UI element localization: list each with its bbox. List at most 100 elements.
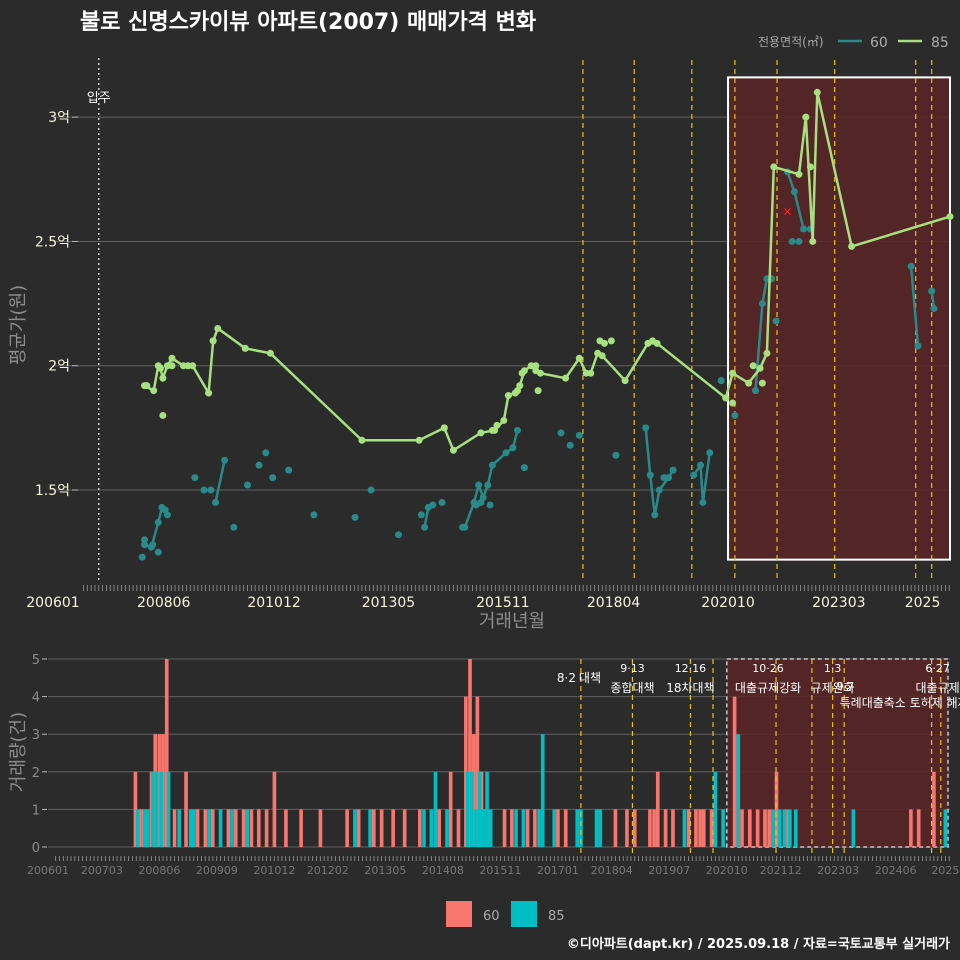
series-85-point	[946, 213, 954, 221]
vol-60-bar	[264, 809, 269, 847]
vol-60-bar	[533, 809, 537, 847]
series-60-point	[509, 444, 517, 452]
series-60-point	[651, 511, 659, 519]
series-85-point	[763, 349, 771, 357]
vol-85-bar	[135, 809, 140, 847]
vol-85-bar	[159, 771, 164, 847]
series-60-point	[351, 513, 359, 521]
series-85-point	[745, 379, 753, 387]
series-60-point	[646, 471, 654, 479]
volume-y-tick-label: 0	[32, 841, 40, 856]
series-85-point	[214, 324, 222, 332]
entry-label: 입주	[87, 91, 111, 106]
vol-85-bar	[445, 809, 449, 847]
series-85-point	[813, 88, 821, 96]
volume-axes: 0 1 2 3 4 5 200601 200703 200806 200909 201012 2012…	[27, 653, 959, 877]
vol-60-bar	[479, 771, 484, 847]
price-x-tick-label: 201511	[476, 595, 529, 611]
vol-60-bar	[226, 809, 231, 847]
policy-date-label: 9·7	[837, 680, 855, 693]
vol-60-bar	[210, 809, 215, 847]
series-85-point	[575, 354, 583, 362]
policy-name-label: 종합대책	[610, 680, 654, 695]
series-60-point	[788, 237, 796, 245]
series-60-point	[697, 461, 705, 469]
policy-name-label: 대출규제강화	[735, 681, 801, 695]
vol-85-bar	[177, 809, 181, 847]
vol-60-bar	[916, 809, 921, 847]
vol-85-bar	[579, 809, 583, 847]
series-60-point	[154, 548, 162, 556]
series-85-point	[500, 416, 508, 424]
vol-60-bar	[475, 696, 480, 847]
series-85-point	[477, 429, 485, 437]
series-85-point	[440, 424, 448, 432]
volume-x-tick-label: 202303	[817, 864, 859, 877]
vol-85-bar	[433, 771, 438, 847]
vol-60-bar	[379, 809, 384, 847]
chart-title: 불로 신명스카이뷰 아파트(2007) 매매가격 변화	[80, 10, 536, 35]
vol-60-bar	[671, 809, 675, 847]
series-60-point	[244, 481, 252, 489]
vol-60-bar	[774, 771, 779, 847]
vol-85-bar	[537, 809, 541, 847]
series-60-point	[751, 387, 759, 395]
series-60-point	[211, 498, 219, 506]
series-85-point	[205, 389, 213, 397]
vol-85-bar	[474, 809, 478, 847]
vol-60-bar	[468, 659, 472, 847]
series-85-point	[848, 242, 856, 250]
price-x-tick-label: 202303	[812, 595, 865, 611]
vol-60-bar	[648, 809, 652, 847]
policy-date-label: 6·27	[925, 662, 950, 675]
series-60-line	[909, 266, 920, 346]
series-60-point	[699, 498, 707, 506]
series-85-point	[758, 379, 766, 387]
policy-name-label: 대출규제	[916, 681, 960, 695]
vol-60-bar	[502, 809, 507, 847]
vol-85-bar	[192, 809, 196, 847]
series-85-point	[159, 374, 167, 382]
series-85-point	[598, 352, 606, 360]
price-policy-lines	[582, 60, 933, 582]
series-60-point	[138, 553, 146, 561]
series-85-point	[729, 399, 737, 407]
vol-85-bar	[770, 809, 775, 847]
vol-60-bar	[157, 734, 162, 847]
vol-60-bar	[241, 809, 246, 847]
vol-85-bar	[142, 809, 147, 847]
vol-legend-85-swatch	[511, 901, 537, 927]
price-x-tick-label: 200601	[26, 595, 79, 611]
vol-60-bar	[184, 771, 188, 847]
series-60-point	[221, 456, 229, 464]
volume-y-axis-title: 거래량(건)	[8, 712, 29, 792]
vol-60-bar	[786, 809, 790, 847]
vol-85-bar	[721, 809, 725, 847]
series-85-point	[209, 337, 217, 345]
series-85-point	[415, 436, 423, 444]
series-60-point	[421, 523, 429, 531]
vol-60-bar	[694, 809, 698, 847]
series-85-point	[749, 362, 757, 370]
series-60-point	[520, 464, 528, 472]
series-60-point	[191, 474, 199, 482]
series-85-point	[493, 421, 501, 429]
series-60-point	[141, 536, 149, 544]
series-85-point	[449, 446, 457, 454]
series-85-point	[184, 362, 192, 370]
vol-85-bar	[521, 809, 526, 847]
vol-85-bar	[368, 809, 372, 847]
series-60-point	[459, 523, 467, 531]
vol-60-bar	[356, 809, 361, 847]
series-85-point	[607, 337, 615, 345]
series-60-point	[163, 511, 171, 519]
volume-x-tick-label: 2025	[931, 864, 959, 877]
vol-60-bar	[655, 771, 660, 847]
vol-85-bar	[166, 771, 171, 847]
vol-60-bar	[464, 696, 468, 847]
series-85-point	[806, 163, 814, 171]
series-85-point	[532, 362, 540, 370]
price-highlight-region	[727, 76, 951, 561]
series-60-point	[907, 262, 915, 270]
series-85-point	[518, 369, 526, 377]
